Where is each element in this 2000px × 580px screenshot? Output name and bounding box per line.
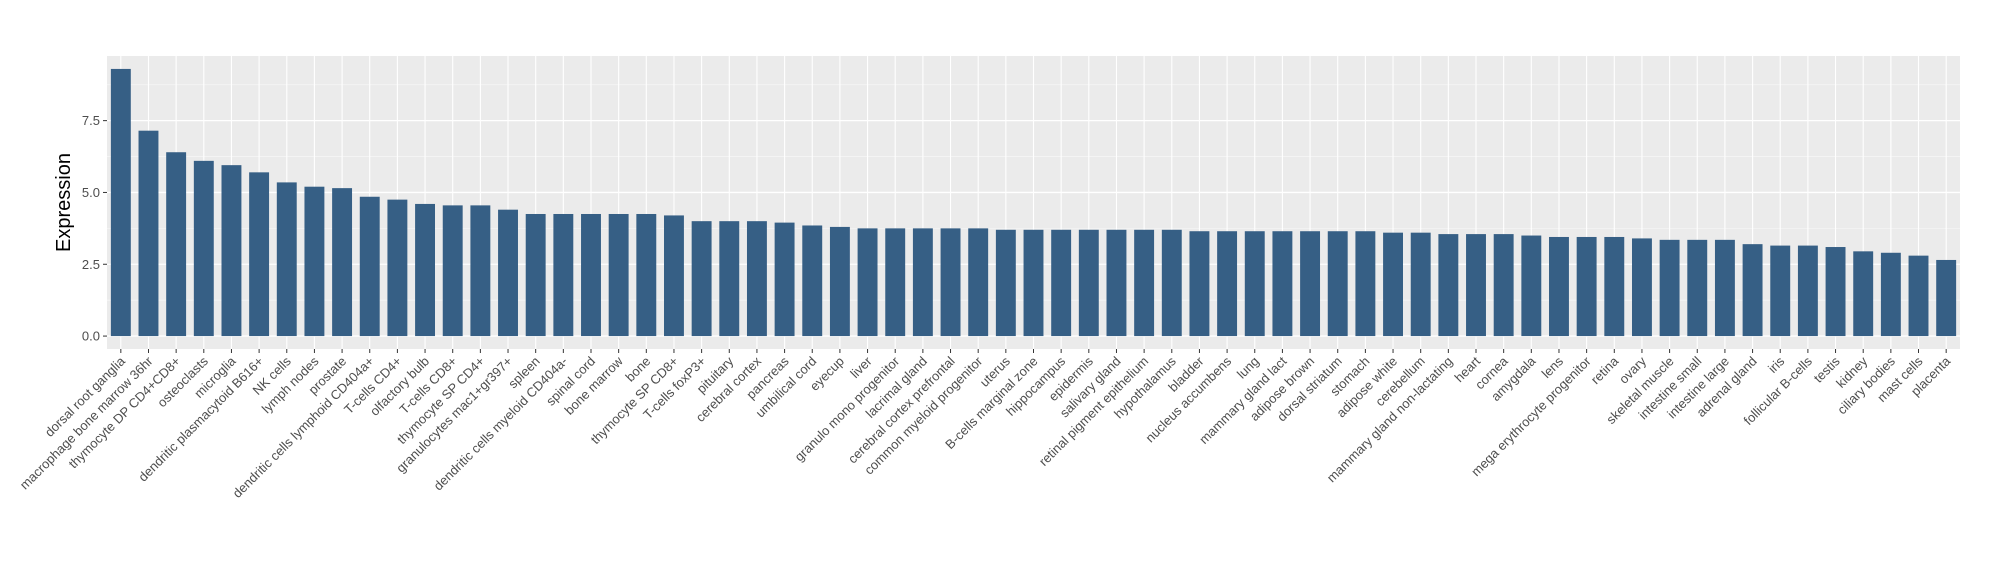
- bar: [940, 228, 961, 337]
- bar: [249, 172, 270, 337]
- bar: [746, 221, 767, 337]
- bar: [1300, 231, 1321, 337]
- bar: [691, 221, 712, 337]
- bar: [995, 229, 1016, 337]
- bar: [1936, 259, 1957, 337]
- bar: [110, 68, 131, 337]
- bar: [1466, 234, 1486, 337]
- bar: [1383, 232, 1403, 337]
- bar: [1493, 234, 1514, 337]
- bar: [1023, 229, 1044, 337]
- bar: [1880, 252, 1901, 337]
- bar: [1549, 236, 1569, 337]
- bar: [553, 213, 574, 337]
- bar: [1217, 231, 1238, 337]
- y-tick-label: 2.5: [82, 257, 100, 272]
- bar: [1438, 234, 1459, 337]
- bar: [1355, 231, 1376, 337]
- bar: [1908, 255, 1929, 337]
- bar: [1272, 231, 1293, 337]
- bar: [138, 130, 159, 337]
- bar: [885, 228, 906, 337]
- bar: [1770, 245, 1791, 337]
- y-tick-label: 7.5: [82, 113, 100, 128]
- bar: [1714, 239, 1735, 337]
- bar: [442, 205, 463, 337]
- y-tick-label: 0.0: [82, 329, 100, 344]
- bar: [1051, 229, 1072, 337]
- bar: [1797, 245, 1818, 337]
- bars-group: [110, 68, 1957, 337]
- bar: [774, 222, 795, 337]
- bar: [1189, 231, 1210, 337]
- bar: [525, 213, 546, 337]
- bar: [1134, 229, 1155, 337]
- bar: [1106, 229, 1127, 337]
- bar: [1742, 244, 1763, 337]
- bar: [912, 228, 933, 337]
- bar: [1687, 239, 1708, 337]
- bar: [1825, 247, 1846, 337]
- bar: [304, 186, 325, 337]
- bar: [1659, 239, 1680, 337]
- bar: [1161, 229, 1182, 337]
- bar: [332, 188, 353, 337]
- bar: [1604, 236, 1625, 337]
- y-axis-title: Expression: [53, 153, 75, 252]
- bar: [221, 165, 242, 337]
- y-axis: 0.0 2.5 5.0 7.5: [82, 113, 107, 344]
- bar: [1853, 251, 1874, 337]
- bar: [636, 213, 657, 337]
- bar: [1631, 238, 1652, 337]
- bar: [470, 205, 491, 337]
- x-tick-label: retina: [1588, 353, 1622, 387]
- bar: [581, 213, 601, 337]
- bar: [1078, 229, 1099, 337]
- bar: [276, 182, 297, 337]
- bar: [193, 160, 214, 337]
- bar: [802, 225, 823, 337]
- bar: [857, 228, 878, 337]
- bar: [1410, 232, 1431, 337]
- bar: [387, 199, 408, 337]
- y-tick-label: 5.0: [82, 185, 100, 200]
- bar: [664, 215, 684, 337]
- bar: [415, 203, 436, 337]
- bar: [1244, 231, 1265, 337]
- bar: [359, 196, 380, 337]
- x-tick-label: macrophage bone marrow 36hr: [17, 353, 156, 492]
- bar: [1576, 236, 1597, 337]
- bar: [968, 228, 989, 337]
- bar: [1327, 231, 1348, 337]
- bar: [166, 152, 187, 337]
- bar: [498, 209, 518, 337]
- bar: [829, 226, 850, 337]
- bar: [1521, 235, 1542, 337]
- bar: [608, 213, 629, 337]
- bar: [719, 221, 740, 337]
